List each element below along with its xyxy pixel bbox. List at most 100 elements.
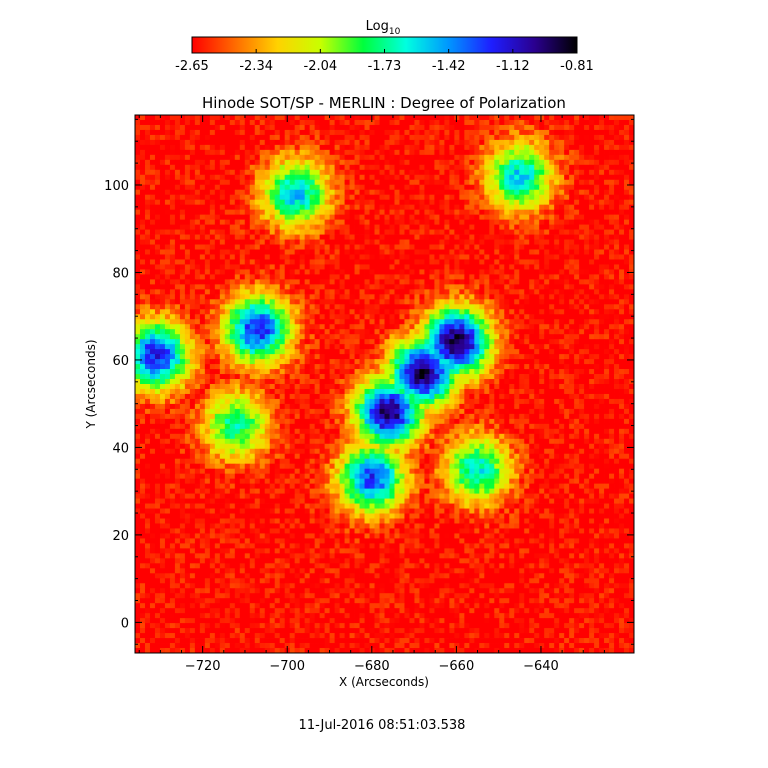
heatmap-cell — [254, 119, 261, 126]
heatmap-cell — [169, 119, 176, 126]
heatmap-cell — [439, 174, 445, 181]
heatmap-cell — [289, 339, 296, 345]
heatmap-cell — [459, 144, 465, 151]
heatmap-cell — [384, 124, 390, 131]
heatmap-cell — [494, 129, 500, 136]
heatmap-cell — [339, 334, 345, 340]
heatmap-cell — [284, 359, 291, 365]
heatmap-cell — [574, 244, 580, 250]
heatmap-cell — [184, 314, 191, 320]
heatmap-cell — [459, 149, 465, 156]
heatmap-cell — [229, 329, 236, 335]
heatmap-cell — [364, 214, 370, 221]
heatmap-cell — [599, 224, 605, 230]
heatmap-cell — [474, 174, 480, 181]
heatmap-cell — [584, 134, 590, 141]
heatmap-cell — [374, 224, 380, 230]
heatmap-cell — [594, 194, 600, 201]
heatmap-cell — [174, 184, 181, 191]
heatmap-cell — [194, 199, 201, 206]
heatmap-cell — [254, 169, 261, 176]
heatmap-cell — [304, 279, 311, 285]
heatmap-cell — [259, 269, 266, 275]
heatmap-cell — [309, 229, 316, 235]
heatmap-cell — [239, 129, 246, 136]
heatmap-cell — [269, 344, 276, 350]
heatmap-cell — [384, 169, 390, 176]
heatmap-cell — [359, 134, 365, 141]
heatmap-cell — [479, 129, 485, 136]
heatmap-cell — [314, 219, 321, 225]
heatmap-cell — [464, 349, 470, 355]
heatmap-cell — [434, 354, 440, 360]
heatmap-cell — [184, 234, 191, 240]
heatmap-cell — [484, 344, 490, 350]
heatmap-cell — [214, 204, 221, 211]
heatmap-cell — [374, 179, 380, 186]
heatmap-cell — [169, 249, 176, 255]
heatmap-cell — [229, 144, 236, 151]
heatmap-cell — [534, 324, 540, 330]
heatmap-cell — [159, 229, 166, 235]
heatmap-cell — [554, 249, 560, 255]
heatmap-cell — [464, 284, 470, 290]
heatmap-cell — [189, 184, 196, 191]
heatmap-cell — [239, 194, 246, 201]
heatmap-cell — [189, 204, 196, 211]
heatmap-cell — [584, 329, 590, 335]
heatmap-cell — [194, 115, 201, 121]
heatmap-cell — [504, 189, 510, 196]
heatmap-cell — [269, 124, 276, 131]
heatmap-cell — [359, 344, 365, 350]
heatmap-cell — [169, 289, 176, 295]
heatmap-cell — [159, 339, 166, 345]
heatmap-cell — [179, 264, 186, 270]
heatmap-cell — [524, 254, 530, 260]
heatmap-cell — [209, 279, 216, 285]
heatmap-cell — [229, 339, 236, 345]
heatmap-cell — [289, 349, 296, 355]
heatmap-cell — [529, 189, 535, 196]
heatmap-cell — [419, 124, 425, 131]
heatmap-cell — [494, 214, 500, 221]
heatmap-cell — [364, 249, 370, 255]
heatmap-cell — [544, 184, 550, 191]
heatmap-cell — [624, 174, 630, 181]
heatmap-cell — [149, 284, 156, 290]
heatmap-cell — [184, 199, 191, 206]
heatmap-cell — [329, 344, 335, 350]
heatmap-cell — [399, 189, 405, 196]
heatmap-cell — [599, 304, 605, 310]
heatmap-cell — [594, 209, 600, 216]
heatmap-cell — [219, 154, 226, 161]
heatmap-cell — [494, 329, 500, 335]
heatmap-cell — [364, 134, 370, 141]
heatmap-cell — [454, 284, 460, 290]
heatmap-cell — [354, 134, 360, 141]
heatmap-cell — [504, 269, 510, 275]
heatmap-cell — [499, 324, 505, 330]
heatmap-cell — [319, 294, 326, 300]
heatmap-cell — [494, 149, 500, 156]
heatmap-cell — [529, 209, 535, 216]
heatmap-cell — [219, 124, 226, 131]
heatmap-cell — [524, 159, 530, 166]
heatmap-cell — [469, 359, 475, 365]
heatmap-cell — [404, 244, 410, 250]
heatmap-cell — [449, 254, 455, 260]
heatmap-cell — [529, 269, 535, 275]
heatmap-cell — [294, 219, 301, 225]
heatmap-cell — [419, 209, 425, 216]
heatmap-cell — [374, 234, 380, 240]
heatmap-cell — [324, 194, 331, 201]
heatmap-cell — [179, 294, 186, 300]
heatmap-cell — [414, 194, 420, 201]
heatmap-cell — [354, 309, 360, 315]
heatmap-cell — [219, 244, 226, 250]
heatmap-cell — [204, 139, 211, 146]
heatmap-cell — [464, 149, 470, 156]
heatmap-cell — [239, 184, 246, 191]
heatmap-cell — [559, 339, 565, 345]
heatmap-cell — [354, 334, 360, 340]
heatmap-cell — [344, 149, 350, 156]
